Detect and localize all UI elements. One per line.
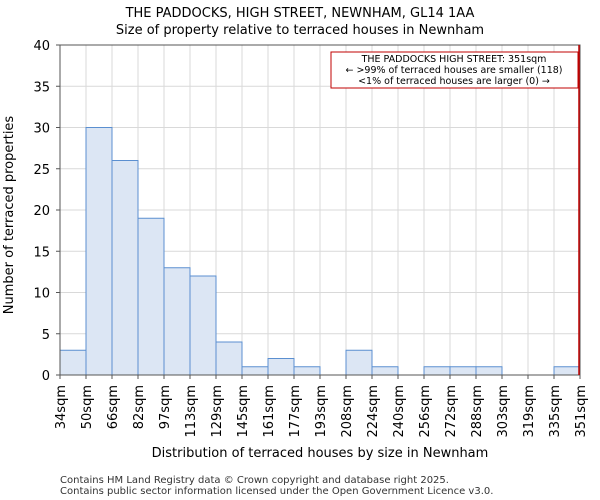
annotation-line2: ← >99% of terraced houses are smaller (1… (345, 65, 562, 76)
x-tick-label: 129sqm (210, 385, 225, 438)
x-tick-label: 193sqm (314, 385, 329, 438)
x-tick-label: 240sqm (392, 385, 407, 438)
y-tick-label: 15 (33, 245, 50, 260)
x-tick-label: 66sqm (106, 385, 121, 429)
x-tick-label: 97sqm (158, 385, 173, 429)
x-tick-label: 161sqm (262, 385, 277, 438)
bar (371, 366, 399, 376)
annotation-line1: THE PADDOCKS HIGH STREET: 351sqm (361, 54, 547, 65)
annotation-frame (330, 51, 579, 89)
y-tick-label: 35 (33, 80, 50, 95)
x-tick-label: 224sqm (366, 385, 381, 438)
x-tick-label: 208sqm (340, 385, 355, 438)
y-tick-label: 0 (42, 369, 50, 384)
bar (267, 358, 295, 376)
x-tick-label: 177sqm (288, 385, 303, 438)
x-tick-label: 256sqm (418, 385, 433, 438)
bar (85, 127, 113, 376)
y-axis-label: Number of terraced properties (2, 116, 17, 315)
x-tick-label: 288sqm (470, 385, 485, 438)
bar (163, 267, 191, 376)
x-tick-label: 145sqm (236, 385, 251, 438)
y-tick-label: 30 (33, 122, 50, 137)
x-tick-label: 335sqm (548, 385, 563, 438)
bar (423, 366, 451, 376)
bar (189, 275, 217, 376)
x-tick-label: 303sqm (496, 385, 511, 438)
bar (137, 217, 165, 376)
plot-frame (59, 44, 581, 376)
x-tick-label: 272sqm (444, 385, 459, 438)
bar (449, 366, 477, 376)
x-axis-label: Distribution of terraced houses by size … (152, 446, 489, 461)
gridlines (60, 45, 580, 375)
annotation-line3: <1% of terraced houses are larger (0) → (358, 76, 550, 87)
y-tick-label: 10 (33, 287, 50, 302)
y-tick-label: 40 (33, 39, 50, 54)
y-tick-label: 5 (42, 328, 50, 343)
y-tick-label: 25 (33, 163, 50, 178)
chart-title-line1: THE PADDOCKS, HIGH STREET, NEWNHAM, GL14… (125, 6, 475, 21)
x-ticks: 34sqm 50sqm 66sqm 82sqm 97sqm 113sqm 129sqm 145… (54, 375, 589, 438)
annotation-box: THE PADDOCKS HIGH STREET: 351sqm ← >99% … (330, 51, 579, 89)
bar (111, 160, 139, 376)
x-tick-label: 113sqm (184, 385, 199, 438)
bar (293, 366, 321, 376)
bar (553, 366, 581, 376)
x-tick-label: 82sqm (132, 385, 147, 429)
x-tick-label: 34sqm (54, 385, 69, 429)
bar (215, 341, 243, 376)
y-ticks: 0 5 10 15 20 25 30 35 40 (33, 39, 60, 384)
bar (475, 366, 503, 376)
bar (345, 349, 373, 376)
bar (241, 366, 269, 376)
x-tick-label: 50sqm (80, 385, 95, 429)
y-tick-label: 20 (33, 204, 50, 219)
chart-title-line2: Size of property relative to terraced ho… (116, 23, 484, 38)
footer-line2: Contains public sector information licen… (60, 486, 493, 497)
x-tick-label: 351sqm (574, 385, 589, 438)
x-tick-label: 319sqm (522, 385, 537, 438)
bar (59, 349, 87, 376)
footer-line1: Contains HM Land Registry data © Crown c… (60, 475, 449, 486)
